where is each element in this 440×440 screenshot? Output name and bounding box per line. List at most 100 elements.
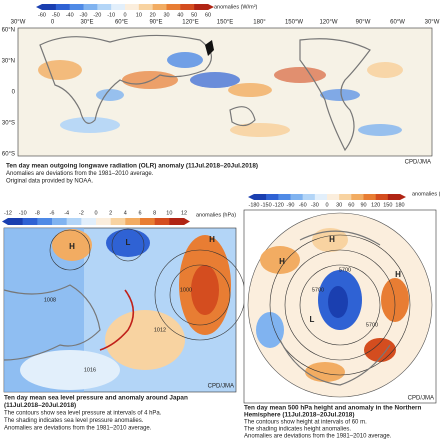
colorbar-tick-label: -180 [248, 202, 259, 208]
caption-line: Ten day mean outgoing longwave radiation… [6, 163, 258, 170]
colorbar-tick-label: -30 [80, 12, 88, 18]
colorbar-segment [97, 4, 112, 10]
colorbar-label: anomalies (m) [412, 191, 440, 197]
colorbar-tick-label: 120 [371, 202, 380, 208]
caption-line: Hemisphere (11Jul.2018–20Jul.2018) [244, 412, 355, 419]
colorbar-tick-label: -6 [50, 210, 55, 216]
lat-label: 0 [12, 90, 16, 96]
colorbar-segment [169, 218, 185, 225]
lon-label: 60°W [390, 20, 405, 26]
colorbar-tick-label: -40 [66, 12, 74, 18]
colorbar-tick-label: -12 [4, 210, 12, 216]
colorbar-segment [266, 194, 279, 200]
map-label: H [395, 270, 401, 279]
lon-label: 120°E [182, 20, 198, 26]
lat-label: 30°N [2, 59, 15, 65]
caption-line: The shading indicates height anomalies. [244, 427, 351, 433]
olr-map [17, 27, 433, 157]
lon-label: 90°W [356, 20, 371, 26]
caption-line: Ten day mean sea level pressure and anom… [4, 395, 188, 402]
colorbar-end [248, 194, 254, 200]
colorbar-segment [351, 194, 364, 200]
colorbar-tick-label: 2 [109, 210, 112, 216]
colorbar-tick-label: -10 [107, 12, 115, 18]
colorbar-label: anomalies (W/m²) [214, 4, 258, 10]
colorbar-tick-label: -30 [311, 202, 319, 208]
lon-label: 90°E [149, 20, 162, 26]
lon-label: 30°W [11, 20, 26, 26]
colorbar-segment [66, 218, 82, 225]
colorbar-segment [180, 4, 195, 10]
z500-map [243, 209, 437, 404]
colorbar-segment [55, 4, 70, 10]
colorbar-tick-label: 50 [191, 12, 197, 18]
colorbar-tick-label: 60 [205, 12, 211, 18]
caption-line: Anomalies are deviations from the 1981–2… [4, 426, 152, 432]
map-label: H [209, 235, 215, 244]
map-label: 5700 [339, 267, 351, 273]
colorbar-segment [387, 194, 401, 200]
caption-line: The contours show height at intervals of… [244, 420, 367, 426]
colorbar-tick-label: -8 [35, 210, 40, 216]
colorbar-tick-label: 10 [136, 12, 142, 18]
lon-label: 120°W [319, 20, 337, 26]
lat-label: 30°S [2, 121, 15, 127]
colorbar-segment [125, 4, 140, 10]
colorbar-end [400, 194, 406, 200]
colorbar-tick-label: 20 [150, 12, 156, 18]
colorbar-tick-label: 60 [348, 202, 354, 208]
colorbar-tick-label: 4 [124, 210, 127, 216]
caption-line: Anomalies are deviations from the 1981–2… [6, 171, 154, 177]
colorbar-segment [363, 194, 376, 200]
lon-label: 60°E [115, 20, 128, 26]
caption-line: The contours show sea level pressure at … [4, 411, 162, 417]
map-label: 5700 [366, 322, 378, 328]
lat-label: 60°N [2, 28, 15, 34]
colorbar-segment [125, 218, 141, 225]
colorbar-tick-label: 0 [325, 202, 328, 208]
colorbar-tick-label: 0 [123, 12, 126, 18]
colorbar-end [36, 4, 42, 10]
credit: CPD/JMA [405, 160, 431, 166]
lon-label: 180° [253, 20, 266, 26]
colorbar-tick-label: 12 [181, 210, 187, 216]
colorbar-tick-label: 30 [163, 12, 169, 18]
colorbar-end [208, 4, 214, 10]
colorbar-tick-label: 90 [360, 202, 366, 208]
colorbar-tick-label: 6 [138, 210, 141, 216]
colorbar-tick-label: 40 [177, 12, 183, 18]
map-label: 1012 [154, 327, 166, 333]
colorbar-segment [327, 194, 340, 200]
caption-line: The shading indicates sea level pressure… [4, 418, 144, 424]
map-label: H [69, 242, 75, 251]
colorbar-segment [290, 194, 303, 200]
colorbar-tick-label: -4 [64, 210, 69, 216]
map-label: 5700 [312, 287, 324, 293]
colorbar-segment [302, 194, 316, 200]
colorbar-segment [254, 194, 267, 200]
colorbar-segment [81, 218, 97, 225]
colorbar-end [184, 218, 190, 225]
colorbar-tick-label: -150 [261, 202, 272, 208]
lon-label: 150°W [285, 20, 303, 26]
map-label: 1000 [180, 287, 192, 293]
colorbar-tick-label: -60 [38, 12, 46, 18]
caption-line: (11Jul.2018–20Jul.2018) [4, 402, 76, 409]
colorbar-tick-label: -50 [52, 12, 60, 18]
lon-label: 0 [51, 20, 55, 26]
colorbar-segment [314, 194, 328, 200]
colorbar-end [2, 218, 8, 225]
colorbar-segment [375, 194, 389, 200]
lat-label: 60°S [2, 152, 15, 158]
map-label: H [329, 235, 335, 244]
colorbar-tick-label: 30 [336, 202, 342, 208]
lon-label: 30°W [425, 20, 440, 26]
colorbar-tick-label: 8 [153, 210, 156, 216]
caption-line: Anomalies are deviations from the 1981–2… [244, 434, 392, 440]
colorbar-segment [278, 194, 291, 200]
colorbar-segment [140, 218, 155, 225]
map-label: L [310, 315, 315, 324]
colorbar-tick-label: -2 [79, 210, 84, 216]
colorbar-segment [138, 4, 153, 10]
